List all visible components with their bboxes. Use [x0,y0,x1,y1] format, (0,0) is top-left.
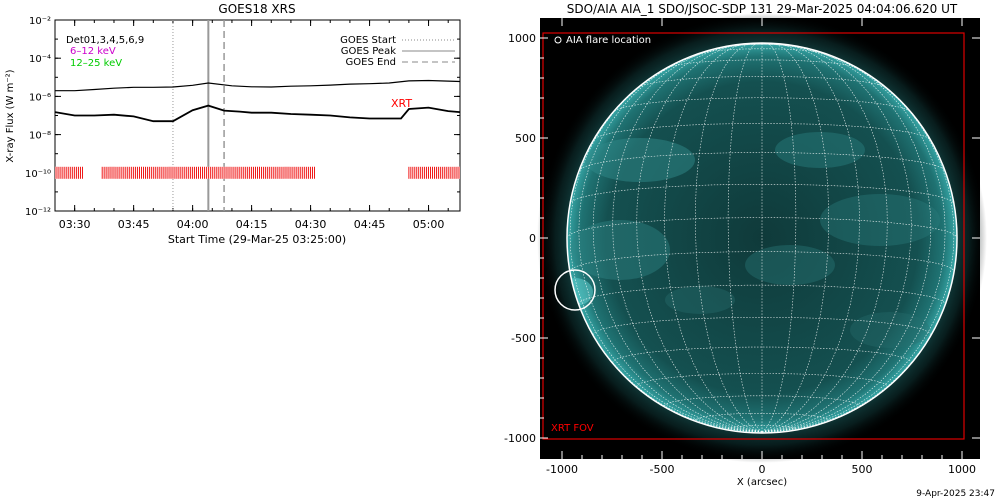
longitude-line [761,43,958,433]
longitude-line [761,42,860,433]
goes-time-markers [172,20,225,211]
aia-title: SDO/AIA AIA_1 SDO/JSOC-SDP 131 29-Mar-20… [567,2,958,16]
x-tick-label: 05:00 [413,218,445,231]
xrt-annotation: XRT [391,97,412,110]
longitude-line [592,43,763,433]
latitude-line [664,59,860,71]
aia-x-tick-labels: -1000 -500 0 500 1000 [546,463,976,476]
y-tick-label: 10⁻¹⁰ [25,169,51,180]
y-axis-label: X-ray Flux (W m⁻²) [5,69,16,162]
longitude-line [578,43,763,433]
legend-goes-start: GOES Start [340,35,396,46]
aia-x-axis-label: X (arcsec) [737,477,787,488]
legend-12-25kev: 12–25 keV [70,58,122,69]
legend-flare-label: AIA flare location [566,35,651,46]
longitude-line [636,43,763,433]
longitude-line [761,43,888,433]
x-tick-label: 03:30 [59,218,91,231]
xrt-observation-ticks [55,166,460,179]
longitude-line [761,43,932,433]
aia-x-tick-label: 1000 [948,463,976,476]
aia-y-tick-label: -1000 [504,432,536,445]
latitude-line [612,346,912,363]
x-tick-label: 04:45 [354,218,386,231]
y-tick-label: 10⁻⁸ [29,131,51,142]
y-tick-label: 10⁻⁶ [29,92,51,103]
x-axis-label: Start Time (29-Mar-25 03:25:00) [168,233,346,246]
legend-detectors: Det01,3,4,5,6,9 [66,35,144,46]
aia-image-panel: SDO/AIA AIA_1 SDO/JSOC-SDP 131 29-Mar-20… [504,2,987,488]
legend-6-12kev: 6–12 keV [70,46,116,57]
aia-x-tick-label: 500 [852,463,873,476]
legend-flare-symbol [554,36,562,44]
y-tick-label: 10⁻⁴ [29,54,51,65]
active-regions [567,132,940,348]
goes-xrs-panel: GOES18 XRS 03:30 03:45 04:00 04:15 04:30 04:4… [5,2,461,246]
lightcurve-ticks [54,19,460,212]
goes-series-short [55,104,460,123]
aia-flare-location-marker [554,269,596,311]
latitude-line [592,123,932,142]
legend-goes-peak: GOES Peak [341,46,396,57]
aia-y-tick-label: 1000 [508,32,536,45]
aia-axis-ticks [540,18,980,459]
aia-x-tick-label: -1000 [546,463,578,476]
x-tick-label: 04:30 [295,218,327,231]
aia-y-tick-label: -500 [511,332,536,345]
aia-y-tick-label: 500 [515,132,536,145]
y-tick-label: 10⁻² [29,16,51,27]
longitude-line [694,42,763,433]
xrt-fov-box [542,32,965,440]
longitude-line [761,43,912,433]
x-tick-label: 04:00 [177,218,209,231]
x-tick-label: 04:15 [236,218,268,231]
legend-goes-end: GOES End [346,57,396,68]
lightcurve-y-tick-labels: 10⁻² 10⁻⁴ 10⁻⁶ 10⁻⁸ 10⁻¹⁰ 10⁻¹² [25,16,51,218]
y-tick-label: 10⁻¹² [25,207,51,218]
aia-y-tick-labels: 1000 500 0 -500 -1000 [504,32,536,445]
goes-title: GOES18 XRS [218,2,295,16]
aia-x-tick-label: -500 [650,463,675,476]
goes-series-long [55,79,460,92]
heliographic-grid [566,42,958,433]
goes-flux-series [55,79,460,123]
limb-outline [566,42,958,434]
footer-timestamp: 9-Apr-2025 23:47 [916,489,995,499]
longitude-line [761,43,946,433]
longitude-line [727,42,763,433]
aia-x-tick-label: 0 [759,463,766,476]
xrt-fov-label: XRT FOV [551,423,594,434]
lightcurve-x-tick-labels: 03:30 03:45 04:00 04:15 04:30 04:45 05:00 [59,218,445,231]
longitude-line [612,43,763,433]
aia-y-tick-label: 0 [529,232,536,245]
x-tick-label: 03:45 [118,218,150,231]
longitude-line [761,42,830,433]
latitude-line [612,97,912,114]
latitude-line [636,75,888,90]
longitude-line [761,42,797,433]
longitude-line [566,43,763,433]
longitude-line [664,42,763,433]
